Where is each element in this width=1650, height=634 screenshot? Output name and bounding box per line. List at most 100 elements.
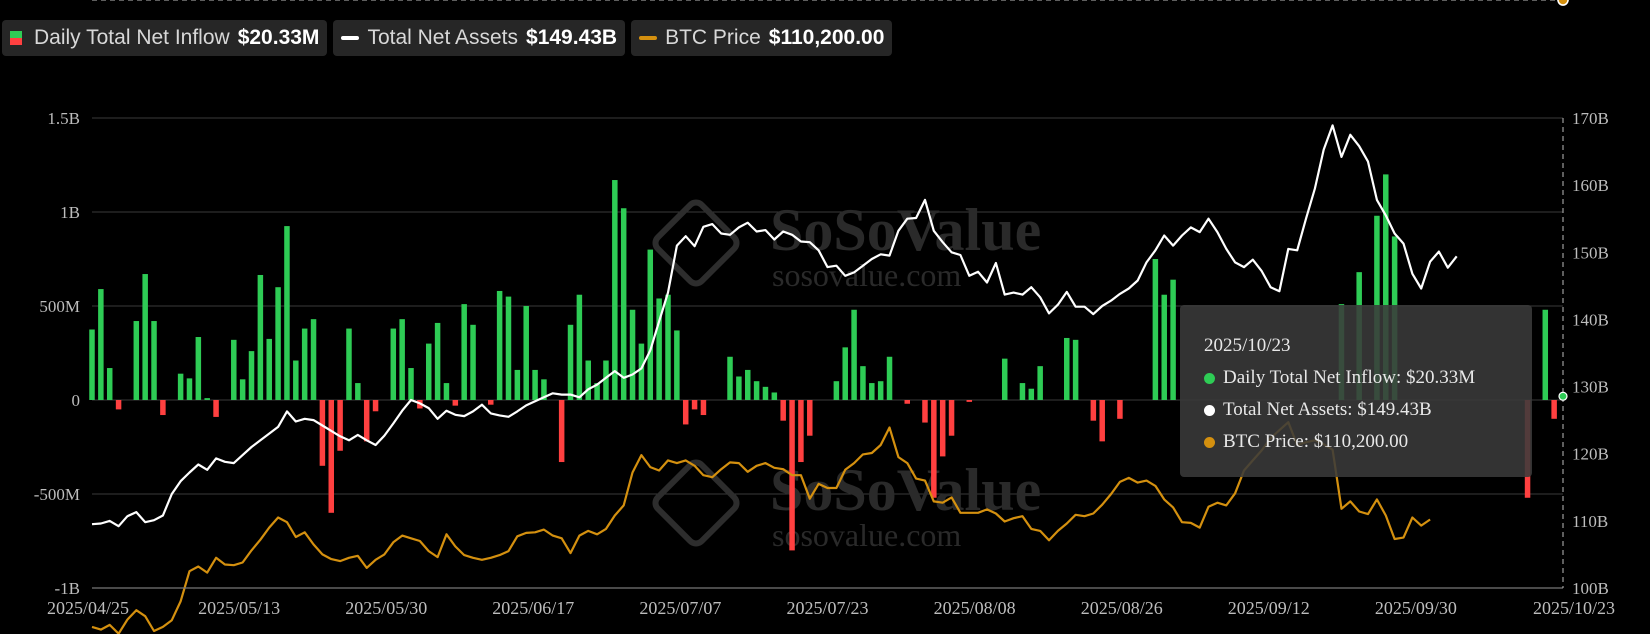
- inflow-bar: [647, 249, 654, 400]
- green-dot-icon: [1204, 372, 1215, 384]
- inflow-bar: [133, 321, 140, 400]
- inflow-bar: [1090, 400, 1097, 421]
- y-right-tick-label: 160B: [1572, 176, 1609, 195]
- inflow-bar: [213, 400, 219, 417]
- inflow-bar: [98, 289, 104, 400]
- y-right-tick-label: 170B: [1572, 109, 1609, 128]
- legend-assets[interactable]: Total Net Assets $149.43B: [333, 20, 626, 56]
- legend-inflow[interactable]: Daily Total Net Inflow $20.33M: [2, 20, 328, 56]
- btc-marker: [1557, 0, 1569, 6]
- inflow-bar: [1551, 400, 1557, 419]
- inflow-bar: [470, 324, 476, 400]
- assets-swatch-icon: [341, 36, 360, 40]
- legend-inflow-label: Daily Total Net Inflow: [34, 26, 230, 49]
- inflow-bar: [620, 208, 627, 400]
- inflow-bar: [966, 400, 973, 402]
- inflow-bar: [248, 351, 255, 400]
- inflow-bar: [753, 381, 760, 400]
- inflow-bar: [612, 180, 618, 400]
- tooltip-btc: BTC Price: $110,200.00: [1223, 431, 1409, 452]
- inflow-bar: [1161, 294, 1167, 400]
- inflow-bar: [603, 360, 609, 400]
- y-right-tick-label: 150B: [1572, 243, 1609, 262]
- inflow-bar: [638, 343, 645, 400]
- inflow-bar: [1064, 337, 1070, 400]
- tooltip-date: 2025/10/23: [1204, 335, 1291, 356]
- inflow-bar: [195, 337, 202, 400]
- inflow-bar: [523, 306, 529, 400]
- inflow-bar: [736, 376, 742, 400]
- y-right-tick-label: 120B: [1572, 445, 1609, 464]
- tooltip-inflow: Daily Total Net Inflow: $20.33M: [1223, 367, 1476, 388]
- legend-btc-label: BTC Price: [665, 26, 761, 49]
- inflow-bar: [558, 400, 565, 463]
- x-tick-label: 2025/09/12: [1228, 598, 1310, 618]
- y-right-tick-label: 130B: [1572, 378, 1609, 397]
- legend-assets-value: $149.43B: [526, 26, 618, 49]
- inflow-bar: [869, 383, 875, 400]
- inflow-bar: [877, 381, 884, 400]
- y-right-tick-label: 110B: [1572, 512, 1608, 531]
- inflow-bar: [1001, 358, 1008, 400]
- x-tick-label: 2025/05/30: [345, 598, 427, 618]
- inflow-bar: [541, 379, 547, 400]
- inflow-bar: [682, 400, 689, 425]
- inflow-bar: [700, 400, 707, 416]
- inflow-bar: [231, 339, 237, 400]
- axes: 1.5B 1B 500M 0 -500M -1B 170B 160B 150B 140B 130B 1…: [34, 109, 1615, 618]
- inflow-bar: [851, 309, 857, 400]
- white-dot-icon: [1204, 404, 1215, 416]
- inflow-bar: [585, 360, 591, 400]
- y-left-tick-label: 0: [72, 391, 81, 410]
- legend-btc-value: $110,200.00: [768, 26, 885, 49]
- inflow-bar: [807, 400, 813, 436]
- inflow-bar: [425, 343, 432, 400]
- inflow-bar: [762, 386, 769, 400]
- y-right-tick-label: 100B: [1572, 579, 1609, 598]
- inflow-bar: [443, 383, 450, 400]
- inflow-bar: [266, 338, 272, 400]
- inflow-bar: [939, 400, 946, 457]
- legend-btc[interactable]: BTC Price $110,200.00: [631, 20, 893, 56]
- inflow-bar: [355, 383, 361, 400]
- inflow-bar: [798, 400, 804, 463]
- inflow-bar: [257, 274, 264, 400]
- inflow-bar: [204, 398, 210, 400]
- legend-inflow-value: $20.33M: [237, 26, 320, 49]
- inflow-bar: [691, 400, 698, 410]
- inflow-bar: [106, 368, 113, 400]
- watermarks: SoSoValuesosovalue.comSoSoValuesosovalue…: [652, 197, 1041, 553]
- y-left-tick-label: -1B: [55, 579, 81, 598]
- inflow-bar: [727, 356, 733, 400]
- inflow-bar: [771, 392, 778, 400]
- inflow-bar: [674, 330, 680, 400]
- x-tick-label: 2025/10/23: [1533, 598, 1615, 618]
- inflow-bar: [399, 319, 405, 400]
- y-left-tick-label: -500M: [34, 485, 80, 504]
- tooltip: 2025/10/23 Daily Total Net Inflow: $20.3…: [1180, 305, 1532, 477]
- inflow-bar: [142, 274, 148, 400]
- inflow-bar: [284, 226, 290, 400]
- orange-dot-icon: [1204, 436, 1215, 448]
- x-tick-label: 2025/08/08: [934, 598, 1016, 618]
- inflow-bar: [319, 400, 326, 466]
- inflow-bar: [904, 400, 911, 404]
- btc-swatch-icon: [639, 36, 658, 40]
- inflow-swatch-icon: [10, 31, 22, 45]
- inflow-bar: [629, 309, 636, 400]
- inflow-bar: [1152, 259, 1159, 400]
- inflow-bar: [1383, 174, 1389, 400]
- tooltip-assets: Total Net Assets: $149.43B: [1223, 399, 1432, 420]
- watermark-url: sosovalue.com: [772, 517, 961, 553]
- inflow-bar: [744, 369, 751, 400]
- inflow-bar: [1072, 339, 1079, 400]
- inflow-bar: [151, 321, 157, 400]
- inflow-bar: [293, 360, 299, 400]
- inflow-bar: [567, 324, 574, 400]
- inflow-bar: [275, 287, 281, 400]
- y-left-tick-label: 1.5B: [47, 109, 80, 128]
- y-left-tick-label: 500M: [39, 297, 80, 316]
- inflow-bar: [434, 322, 441, 400]
- inflow-bar: [89, 329, 95, 400]
- inflow-bar: [576, 294, 583, 400]
